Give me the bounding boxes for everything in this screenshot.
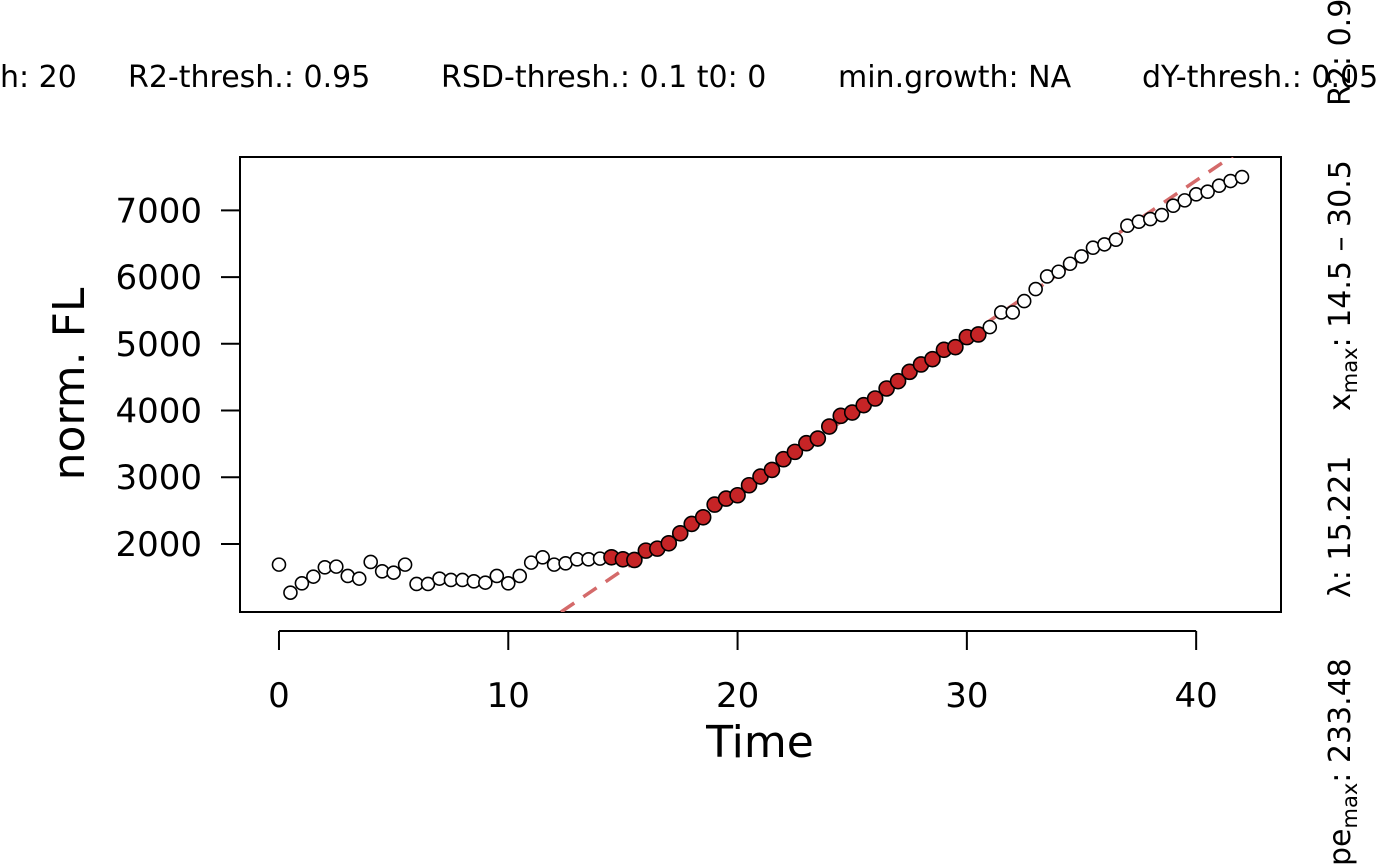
fit-data-point — [843, 404, 861, 421]
fit-data-point — [694, 508, 712, 526]
side-x-max: xmax: 14.5 – 30.5 — [1323, 160, 1362, 411]
fit-data-point — [820, 418, 838, 435]
side-r2: R2: 0.9 — [1323, 0, 1358, 106]
fit-data-point — [671, 524, 689, 542]
y-axis-title: norm. FL — [44, 287, 95, 480]
header-rsd-thresh: RSD-thresh.: 0.1 t0: 0 — [441, 60, 766, 95]
data-point — [351, 571, 367, 586]
fit-data-point — [924, 350, 941, 368]
data-point — [1074, 249, 1089, 264]
side-slope-label: pe — [1323, 829, 1358, 866]
data-point — [329, 559, 344, 574]
side-x-max-subscript: max — [1338, 347, 1362, 393]
y-tick-label: 4000 — [115, 392, 202, 432]
data-point — [982, 319, 998, 335]
fit-data-point — [763, 461, 781, 479]
fit-data-point — [889, 372, 907, 390]
data-point — [397, 557, 413, 572]
x-tick-label: 0 — [268, 676, 290, 716]
side-slope-subscript: max — [1338, 783, 1362, 829]
fit-data-point — [775, 450, 792, 468]
data-point — [294, 576, 310, 591]
fit-data-point — [660, 534, 678, 552]
data-point — [478, 575, 493, 590]
header-window: h: 20 — [0, 60, 77, 95]
fit-data-point — [729, 486, 746, 504]
x-tick-label: 10 — [487, 676, 530, 716]
side-annotations: R2: 0.9 xmax: 14.5 – 30.5 λ: 15.221 pema… — [1323, 0, 1362, 866]
side-lambda: λ: 15.221 — [1323, 456, 1358, 598]
y-tick-label: 6000 — [115, 258, 202, 298]
y-tick-label: 3000 — [115, 458, 202, 498]
side-x-max-value: : 14.5 – 30.5 — [1323, 160, 1358, 347]
data-point — [386, 565, 401, 580]
data-point — [1028, 281, 1043, 297]
data-point — [1005, 305, 1021, 320]
data-point — [489, 568, 505, 584]
fit-data-point — [740, 476, 758, 494]
data-point — [512, 568, 528, 584]
x-tick-label: 30 — [945, 676, 988, 716]
y-tick-label: 5000 — [115, 325, 202, 365]
fit-data-point — [901, 363, 918, 381]
data-point — [1051, 264, 1066, 280]
y-tick-label: 7000 — [115, 191, 202, 231]
data-point — [1177, 193, 1192, 208]
y-tick-label: 2000 — [115, 525, 202, 565]
data-point — [1234, 169, 1250, 185]
data-point — [1108, 232, 1124, 248]
header-min-growth: min.growth: NA — [838, 60, 1072, 95]
side-x-max-label: x — [1323, 393, 1358, 411]
data-point — [283, 585, 298, 600]
fit-data-point — [809, 430, 827, 447]
y-axis: 2000 3000 4000 5000 6000 7000 — [115, 191, 241, 565]
fit-data-point — [970, 326, 987, 343]
data-point — [1154, 207, 1170, 223]
fit-data-point — [786, 443, 804, 461]
data-point — [271, 557, 287, 572]
data-point — [1200, 184, 1215, 199]
x-tick-label: 20 — [716, 676, 759, 716]
side-slope-value: : 233.48 — [1323, 658, 1358, 783]
header-r2-thresh: R2-thresh.: 0.95 — [128, 60, 370, 95]
fit-data-point — [947, 338, 964, 356]
data-point — [306, 569, 321, 584]
fit-data-point — [878, 380, 895, 397]
data-point — [363, 554, 378, 570]
data-point — [535, 549, 550, 565]
fit-data-point — [866, 390, 884, 407]
fit-data-point — [626, 551, 643, 569]
x-axis: 0 10 20 30 40 — [268, 630, 1218, 716]
header-dy-thresh: dY-thresh.: 0.05 — [1142, 60, 1378, 95]
data-point — [1016, 293, 1032, 309]
x-tick-label: 40 — [1175, 676, 1218, 716]
data-point — [1062, 256, 1078, 272]
data-points — [271, 169, 1250, 600]
side-slope-max: pemax: 233.48 — [1323, 658, 1362, 866]
data-point — [500, 576, 516, 591]
x-axis-title: Time — [705, 717, 814, 768]
header-parameters: h: 20 R2-thresh.: 0.95 RSD-thresh.: 0.1 … — [0, 60, 1378, 95]
